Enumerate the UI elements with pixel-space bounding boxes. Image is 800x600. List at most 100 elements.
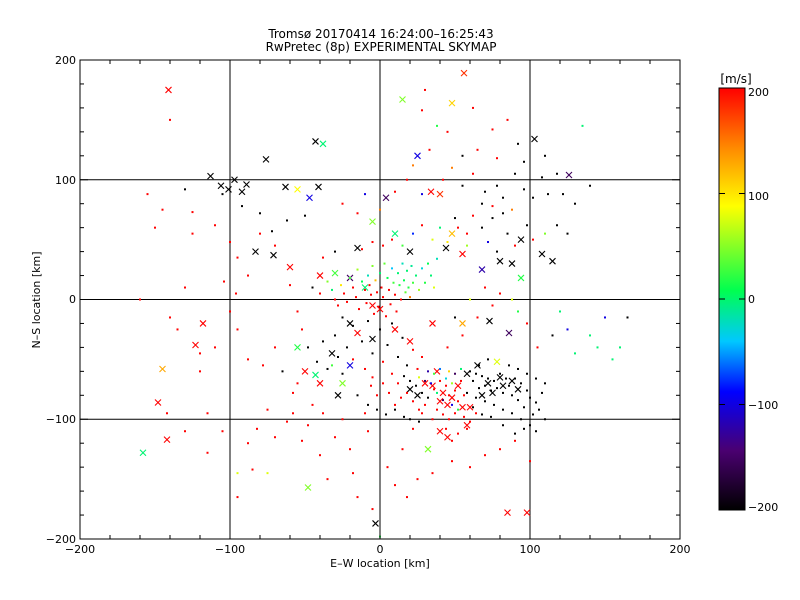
data-point-cross	[444, 401, 451, 409]
data-point-dot	[451, 460, 453, 463]
data-point-dot	[481, 226, 483, 229]
data-point-dot	[331, 288, 333, 291]
data-point-dot	[400, 396, 402, 399]
data-point-dot	[356, 212, 359, 215]
data-point-dot	[364, 288, 366, 291]
data-point-dot	[469, 420, 471, 423]
data-point-cross	[427, 188, 435, 196]
data-point-cross	[399, 96, 406, 103]
data-point-dot	[394, 293, 396, 296]
data-point-dot	[502, 424, 504, 427]
data-point-dot	[367, 274, 369, 277]
x-axis-label: E–W location [km]	[330, 557, 430, 570]
data-point-cross	[315, 183, 322, 191]
data-point-cross	[391, 326, 399, 333]
data-point-dot	[451, 166, 453, 169]
data-point-dot	[535, 401, 537, 404]
data-point-dot	[445, 384, 447, 387]
data-point-dot	[370, 384, 372, 387]
data-point-dot	[478, 364, 480, 367]
data-point-dot	[574, 352, 576, 355]
colorbar-ticks	[719, 87, 745, 511]
data-point-cross	[225, 185, 232, 193]
data-point-cross	[493, 358, 501, 366]
data-point-dot	[466, 391, 468, 394]
colorbar-tick-label: 100	[748, 190, 769, 203]
data-point-dot	[436, 124, 438, 127]
data-point-dot	[385, 315, 387, 318]
data-point-dot	[316, 360, 318, 363]
data-point-dot	[466, 427, 468, 430]
data-point-dot	[475, 412, 477, 415]
data-point-dot	[406, 269, 408, 272]
data-point-dot	[229, 310, 231, 313]
data-point-dot	[481, 375, 483, 378]
data-point-dot	[532, 413, 534, 416]
y-tick-label: 100	[55, 174, 76, 187]
data-point-dot	[448, 370, 450, 373]
colorbar-tick-label: −200	[748, 501, 778, 514]
data-point-dot	[367, 430, 369, 433]
data-point-cross	[499, 382, 507, 390]
data-point-dot	[184, 286, 186, 289]
data-point-dot	[406, 178, 408, 181]
data-point-dot	[382, 360, 384, 363]
data-point-cross	[238, 188, 246, 196]
data-point-dot	[256, 427, 258, 430]
data-point-dot	[361, 248, 363, 251]
data-point-dot	[343, 292, 345, 295]
data-point-dot	[421, 391, 423, 394]
data-point-cross	[301, 367, 309, 375]
data-point-dot	[431, 472, 434, 475]
data-point-cross	[459, 403, 466, 411]
colorbar-tick-label: 0	[748, 293, 755, 306]
data-point-dot	[379, 328, 381, 331]
data-point-cross	[478, 266, 486, 273]
data-point-dot	[307, 424, 309, 427]
data-point-dot	[259, 212, 261, 215]
data-point-dot	[541, 176, 543, 179]
data-point-dot	[392, 281, 395, 284]
data-point-dot	[391, 322, 393, 325]
data-point-dot	[296, 310, 299, 313]
data-point-dot	[514, 244, 516, 247]
data-point-dot	[334, 298, 336, 301]
data-point-dot	[259, 232, 261, 235]
data-point-dot	[491, 304, 494, 307]
data-point-dot	[352, 324, 354, 327]
data-point-dot	[296, 382, 299, 385]
data-point-dot	[374, 279, 377, 282]
data-point-dot	[514, 377, 516, 380]
data-point-dot	[433, 372, 435, 375]
data-point-cross	[328, 349, 336, 357]
data-point-dot	[304, 214, 306, 217]
data-point-dot	[466, 244, 468, 247]
data-point-dot	[380, 286, 383, 289]
data-point-dot	[493, 403, 495, 406]
data-point-dot	[431, 418, 434, 421]
data-point-dot	[604, 316, 606, 319]
data-point-dot	[517, 142, 519, 145]
data-point-dot	[526, 224, 528, 227]
data-point-dot	[445, 427, 447, 430]
data-point-dot	[427, 396, 429, 399]
data-point-dot	[281, 370, 284, 373]
data-point-cross	[354, 329, 361, 337]
data-point-dot	[391, 238, 393, 241]
data-point-dot	[454, 389, 456, 392]
data-point-dot	[349, 276, 351, 279]
data-point-dot	[461, 334, 464, 337]
data-point-dot	[410, 264, 413, 267]
data-point-dot	[538, 408, 540, 411]
data-point-cross	[429, 320, 436, 327]
data-point-dot	[341, 372, 344, 375]
data-point-dot	[490, 415, 492, 418]
data-point-dot	[626, 316, 629, 319]
data-point-cross	[312, 138, 319, 145]
data-point-dot	[526, 322, 528, 325]
data-point-dot	[367, 320, 369, 323]
data-point-dot	[421, 193, 423, 196]
data-point-cross	[406, 385, 414, 393]
data-point-dot	[403, 415, 405, 418]
data-point-cross	[286, 263, 294, 271]
